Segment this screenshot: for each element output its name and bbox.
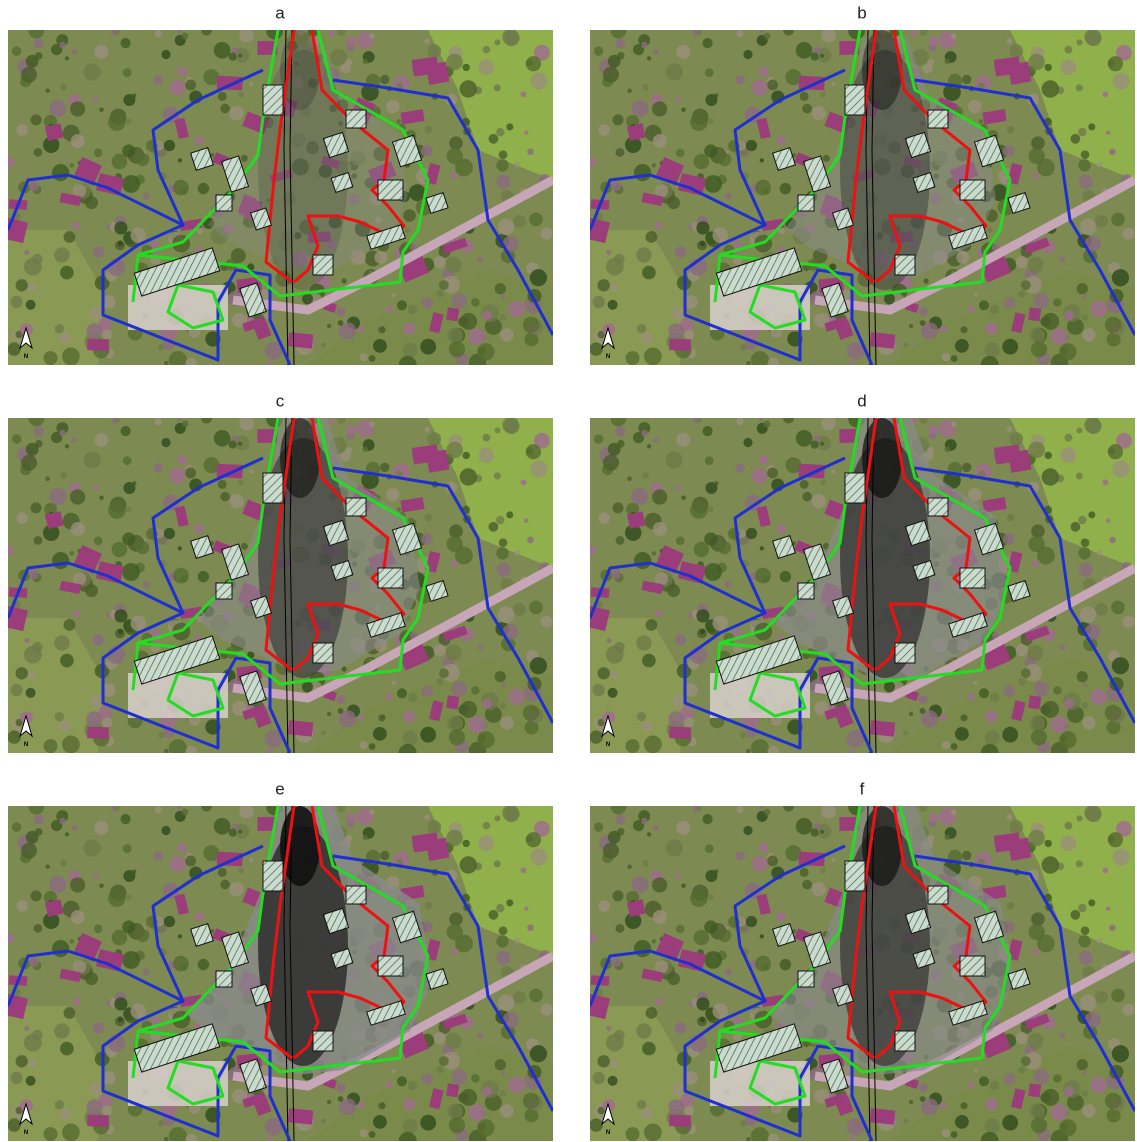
panel-label: d <box>857 391 866 410</box>
panel-label: b <box>857 3 866 22</box>
map-panel: N <box>3 23 553 374</box>
north-label: N <box>606 354 610 360</box>
north-label: N <box>606 1130 610 1136</box>
map-panel: N <box>3 411 553 762</box>
north-label: N <box>24 354 28 360</box>
north-label: N <box>606 742 610 748</box>
map-panel: N <box>585 23 1135 374</box>
map-panel: N <box>585 411 1135 762</box>
figure: a Nb Nc Nd Ne Nf N <box>0 0 1137 1142</box>
north-label: N <box>24 1130 28 1136</box>
panel-label: a <box>275 3 285 22</box>
north-label: N <box>24 742 28 748</box>
map-panel: N <box>585 793 1135 1142</box>
map-panel: N <box>3 793 553 1142</box>
panel-label: e <box>275 779 284 798</box>
panel-label: f <box>860 779 865 798</box>
panel-label: c <box>276 391 285 410</box>
page: {"panels": [{"label": "a"}, {"label": "b… <box>0 0 1137 1142</box>
